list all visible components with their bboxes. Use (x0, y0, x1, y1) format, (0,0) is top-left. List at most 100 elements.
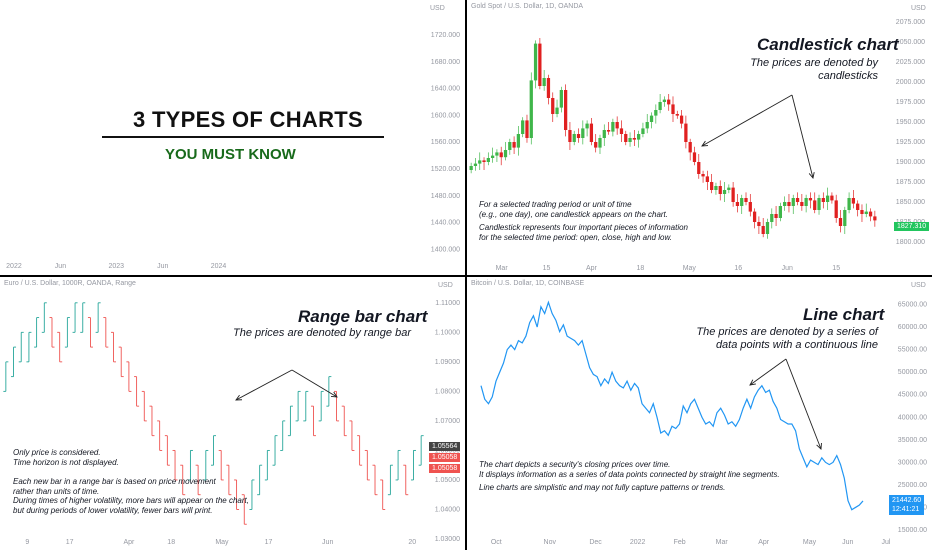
y-tick-label: 15000.00 (898, 527, 927, 534)
candle-body (740, 198, 744, 206)
y-tick-label: 1.11000 (435, 300, 460, 307)
y-tick-label: 2075.000 (896, 19, 925, 26)
candle-body (508, 142, 512, 150)
candle-body (619, 128, 624, 134)
range-bar-panel-title: Euro / U.S. Dollar, 1000R, OANDA, Range (4, 280, 136, 287)
candle-body (808, 198, 813, 201)
candle-body (710, 182, 714, 190)
x-tick-label: 16 (734, 265, 742, 272)
line-arrow-right-head (816, 442, 822, 450)
candle-body (533, 43, 538, 81)
candle-body (830, 195, 834, 201)
candlestick-arrow-left (701, 94, 793, 147)
candlestick-notes: For a selected trading period or unit of… (479, 200, 688, 242)
line-notes: The chart depicts a security's closing p… (479, 460, 780, 493)
candle-body (791, 198, 795, 206)
line-note-line: The chart depicts a security's closing p… (479, 460, 671, 469)
y-tick-label: 25000.00 (898, 482, 927, 489)
x-tick-label: May (803, 539, 817, 546)
x-tick-label: 2023 (108, 263, 124, 270)
x-tick-label: Jun (55, 263, 66, 270)
range-currency: USD (438, 282, 453, 289)
candle-body (473, 163, 478, 166)
candle-body (688, 142, 692, 153)
y-tick-label: 1.04000 (435, 506, 460, 513)
candlestick-panel: Gold Spot / U.S. Dollar, 1D, OANDA USD 1… (467, 0, 932, 275)
candle-body (744, 198, 748, 202)
candle-body (851, 198, 856, 204)
x-tick-label: Mar (716, 539, 729, 546)
x-tick-label: Oct (491, 539, 502, 546)
x-tick-label: 15 (543, 265, 551, 272)
y-tick-label: 2000.000 (896, 79, 925, 86)
top-left-x-axis: 2022 Jun 2023 Jun 2024 (6, 263, 227, 270)
range-note-line: During times of higher volatility, more … (13, 496, 249, 505)
candle-body (705, 176, 709, 182)
x-tick-label: 17 (66, 539, 74, 546)
candle-body (671, 104, 675, 114)
line-panel: Bitcoin / U.S. Dollar, 1D, COINBASE USD … (467, 277, 932, 550)
candle-body (783, 202, 787, 206)
candle-body (804, 198, 808, 206)
candle-body (684, 123, 688, 142)
y-tick-label: 1720.000 (431, 32, 460, 39)
line-title: Line chart (803, 305, 885, 324)
line-panel-title: Bitcoin / U.S. Dollar, 1D, COINBASE (471, 280, 585, 287)
candle-body (632, 138, 636, 140)
x-tick-label: 17 (265, 539, 273, 546)
x-tick-label: 2022 (6, 263, 22, 270)
candlestick-chart: 1800.0001825.0001850.0001875.0001900.000… (469, 19, 925, 272)
range-arrow-right (291, 369, 338, 398)
candle-body (675, 114, 679, 116)
candle-body (542, 78, 546, 86)
candle-body (503, 150, 508, 158)
y-tick-label: 1925.000 (896, 139, 925, 146)
y-tick-label: 60000.00 (898, 324, 927, 331)
range-price-tag-high: 1.05058 (429, 453, 461, 462)
candlestick-arrow-right-head (808, 172, 815, 180)
candle-body (563, 90, 568, 130)
y-tick-label: 1875.000 (896, 179, 925, 186)
y-tick-label: 1480.000 (431, 193, 460, 200)
y-tick-label: 1680.000 (431, 59, 460, 66)
candle-body (602, 130, 606, 138)
candle-body (752, 211, 757, 222)
candle-body (817, 198, 821, 210)
candle-body (692, 152, 697, 162)
candle-body (499, 152, 503, 158)
x-tick-label: 2024 (211, 263, 227, 270)
candle-body (478, 160, 482, 164)
range-arrow-left-head (235, 394, 243, 401)
range-note-line: Each new bar in a range bar is based on … (13, 477, 216, 486)
x-tick-label: 9 (25, 539, 29, 546)
line-subtitle-line: The prices are denoted by a series of (696, 326, 878, 338)
candle-body (628, 138, 632, 142)
candle-body (521, 120, 525, 134)
y-tick-label: 35000.00 (898, 437, 927, 444)
candle-body (555, 107, 559, 114)
candle-body (559, 90, 563, 108)
candle-body (585, 123, 589, 129)
candle-body (641, 128, 645, 134)
x-tick-label: Nov (544, 539, 557, 546)
x-tick-label: Mar (496, 265, 509, 272)
candle-body (667, 99, 671, 105)
candle-body (787, 202, 791, 206)
x-tick-label: May (683, 265, 697, 272)
y-tick-label: 40000.00 (898, 414, 927, 421)
candle-body (774, 214, 778, 218)
candle-body (770, 214, 774, 222)
y-tick-label: 1440.000 (431, 220, 460, 227)
candle-body (735, 202, 740, 206)
x-tick-label: Jun (157, 263, 168, 270)
candle-body (868, 211, 873, 217)
candle-body (860, 210, 864, 214)
candle-body (856, 203, 860, 210)
candlestick-note-line: for the selected time period: open, clos… (479, 232, 673, 242)
candle-body (576, 134, 581, 138)
candlestick-subtitle: The prices are denoted by candlesticks (750, 57, 878, 82)
y-tick-label: 1.03000 (435, 536, 460, 543)
headline-panel: 3 TYPES OF CHARTS YOU MUST KNOW 2022 Jun 2… (0, 0, 465, 275)
line-time-value: 12:41:21 (892, 506, 920, 513)
line-arrow-right (785, 358, 822, 450)
